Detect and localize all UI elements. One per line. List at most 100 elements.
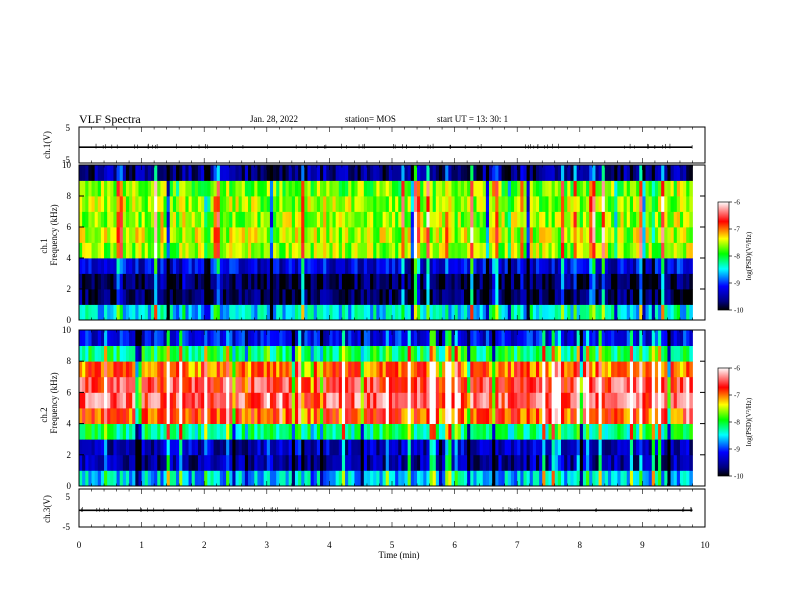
spectrogram-cell: [338, 470, 343, 487]
spectrogram-cell: [294, 376, 299, 393]
spectrogram-cell: [485, 258, 490, 274]
spectrogram-cell: [135, 227, 139, 243]
spectrogram-cell: [601, 227, 606, 243]
spectrogram-cell: [601, 304, 606, 321]
spectrogram-cell: [404, 180, 409, 197]
spectrogram-cell: [298, 361, 302, 378]
spectrogram-cell: [489, 180, 493, 197]
spectrogram-cell: [382, 196, 387, 212]
spectrogram-cell: [398, 242, 402, 259]
spectrogram-cell: [97, 242, 102, 259]
spectrogram-cell: [654, 423, 659, 440]
spectrogram-cell: [557, 439, 562, 456]
spectrogram-cell: [157, 392, 161, 409]
spectrogram-cell: [138, 258, 142, 274]
spectrogram-cell: [248, 196, 252, 212]
spectrogram-cell: [523, 258, 527, 274]
spectrogram-cell: [457, 392, 462, 409]
spectrogram-cell: [301, 330, 305, 346]
spectrogram-cell: [238, 392, 243, 409]
spectrogram-cell: [623, 439, 628, 456]
spectrogram-cell: [332, 376, 337, 393]
spectrogram-cell: [301, 289, 305, 305]
spectrogram-cell: [100, 408, 105, 424]
spectrogram-cell: [432, 289, 437, 305]
spectrogram-cell: [420, 227, 424, 243]
spectrogram-cell: [529, 273, 534, 290]
spectrogram-cell: [582, 345, 587, 362]
spectrogram-cell: [226, 165, 230, 181]
spectrogram-cell: [423, 408, 427, 424]
spectrogram-cell: [651, 330, 656, 346]
spectrogram-cell: [504, 165, 509, 181]
spectrogram-cell: [564, 470, 568, 487]
spectrogram-cell: [576, 273, 581, 290]
spectrogram-cell: [589, 227, 593, 243]
spectrogram-cell: [132, 273, 136, 290]
spectrogram-cell: [288, 392, 293, 409]
spectrogram-cell: [417, 242, 421, 259]
spectrogram-cell: [310, 196, 315, 212]
spectrogram-cell: [485, 392, 490, 409]
spectrogram-cell: [291, 345, 296, 362]
spectrogram-cell: [263, 423, 268, 440]
spectrogram-cell: [686, 196, 690, 212]
spectrogram-cell: [119, 345, 124, 362]
spectrogram-cell: [125, 423, 130, 440]
spectrogram-cell: [595, 289, 599, 305]
spectrogram-cell: [263, 165, 268, 181]
spectrogram-cell: [561, 180, 565, 197]
spectrogram-cell: [683, 304, 687, 321]
spectrogram-cell: [667, 180, 671, 197]
spectrogram-cell: [614, 470, 618, 487]
spectrogram-cell: [535, 211, 540, 228]
spectrogram-cell: [526, 227, 531, 243]
spectrogram-cell: [113, 211, 117, 228]
spectrogram-cell: [248, 227, 252, 243]
spectrogram-cell: [326, 242, 330, 259]
spectrogram-cell: [520, 439, 524, 456]
spectrogram-cell: [614, 242, 618, 259]
spectrogram-cell: [435, 330, 440, 346]
spectrogram-cell: [141, 289, 146, 305]
spectrogram-cell: [241, 180, 246, 197]
spectrogram-cell: [438, 392, 443, 409]
spectrogram-cell: [307, 258, 312, 274]
spectrogram-cell: [104, 211, 108, 228]
spectrogram-cell: [438, 227, 443, 243]
spectrogram-cell: [135, 196, 139, 212]
spectrogram-cell: [420, 165, 424, 181]
spectrogram-cell: [529, 330, 534, 346]
spectrogram-cell: [413, 470, 418, 487]
spectrogram-cell: [432, 423, 437, 440]
spectrogram-cell: [363, 273, 368, 290]
spectrogram-cell: [222, 408, 227, 424]
spectrogram-cell: [407, 273, 412, 290]
spectrogram-cell: [116, 408, 121, 424]
spectrogram-cell: [407, 180, 412, 197]
spectrogram-cell: [460, 196, 465, 212]
spectrogram-cell: [210, 258, 214, 274]
spectrogram-cell: [623, 165, 628, 181]
spectrogram-cell: [226, 345, 230, 362]
spectrogram-cell: [679, 289, 684, 305]
ch1-voltage-frame: [78, 126, 706, 164]
spectrogram-cell: [410, 289, 415, 305]
spectrogram-cell: [388, 165, 393, 181]
spectrogram-cell: [420, 304, 424, 321]
spectrogram-cell: [410, 439, 415, 456]
spectrogram-cell: [79, 196, 83, 212]
spectrogram-cell: [213, 423, 218, 440]
spectrogram-cell: [91, 361, 96, 378]
spectrogram-cell: [463, 392, 468, 409]
spectrogram-cell: [570, 304, 574, 321]
spectrogram-cell: [601, 273, 606, 290]
spectrogram-cell: [260, 330, 265, 346]
spectrogram-cell: [248, 439, 252, 456]
spectrogram-cell: [238, 408, 243, 424]
spectrogram-cell: [316, 196, 321, 212]
spectrogram-cell: [348, 211, 352, 228]
spectrogram-cell: [661, 345, 665, 362]
spectrogram-cell: [570, 227, 574, 243]
spectrogram-cell: [661, 423, 665, 440]
